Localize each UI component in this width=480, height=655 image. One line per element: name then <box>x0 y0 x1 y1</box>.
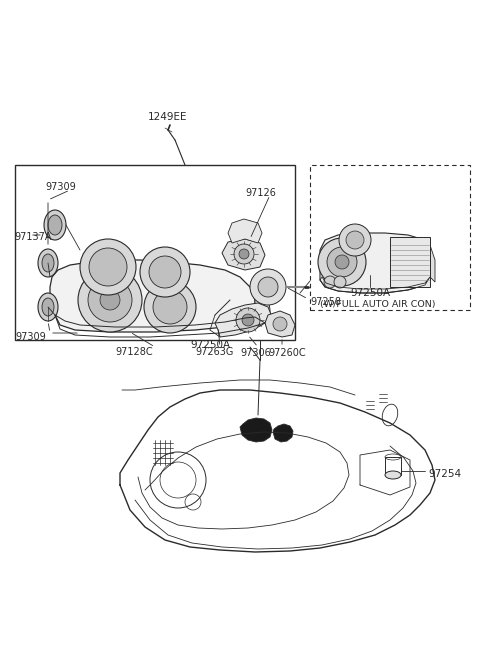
Circle shape <box>334 276 346 288</box>
Text: 97309: 97309 <box>15 332 46 342</box>
Polygon shape <box>215 303 272 337</box>
Ellipse shape <box>44 210 66 240</box>
Circle shape <box>250 269 286 305</box>
Circle shape <box>236 308 260 332</box>
Circle shape <box>339 224 371 256</box>
Text: 1249EE: 1249EE <box>148 112 188 122</box>
Ellipse shape <box>42 254 54 272</box>
Ellipse shape <box>385 471 401 479</box>
Polygon shape <box>273 424 293 442</box>
Polygon shape <box>255 275 270 327</box>
Circle shape <box>89 248 127 286</box>
Text: 97263G: 97263G <box>195 347 233 357</box>
Bar <box>385 457 401 475</box>
Ellipse shape <box>38 249 58 277</box>
Text: 97306: 97306 <box>240 348 271 358</box>
Polygon shape <box>228 219 262 243</box>
Text: 97250A: 97250A <box>350 288 390 298</box>
Bar <box>390 237 430 287</box>
Polygon shape <box>222 239 265 270</box>
Polygon shape <box>50 260 255 332</box>
Text: 97254: 97254 <box>428 469 461 479</box>
Circle shape <box>324 276 336 288</box>
Circle shape <box>346 231 364 249</box>
Circle shape <box>273 317 287 331</box>
Circle shape <box>234 244 254 264</box>
Circle shape <box>335 255 349 269</box>
Circle shape <box>239 249 249 259</box>
Text: (W/FULL AUTO AIR CON): (W/FULL AUTO AIR CON) <box>320 301 435 310</box>
Polygon shape <box>265 311 295 337</box>
Text: 97258: 97258 <box>310 297 341 307</box>
Circle shape <box>327 247 357 277</box>
Circle shape <box>88 278 132 322</box>
Ellipse shape <box>42 298 54 316</box>
Polygon shape <box>240 418 272 442</box>
Ellipse shape <box>38 293 58 321</box>
Circle shape <box>153 290 187 324</box>
Bar <box>15 165 295 340</box>
Circle shape <box>140 247 190 297</box>
Circle shape <box>144 281 196 333</box>
Polygon shape <box>320 233 430 293</box>
Circle shape <box>258 277 278 297</box>
Circle shape <box>100 290 120 310</box>
Text: 97309: 97309 <box>45 182 76 192</box>
Text: 97126: 97126 <box>245 188 276 198</box>
Circle shape <box>78 268 142 332</box>
Circle shape <box>80 239 136 295</box>
Circle shape <box>149 256 181 288</box>
Text: 97128C: 97128C <box>115 347 153 357</box>
Text: 97250A: 97250A <box>190 340 230 350</box>
Text: 97137A: 97137A <box>14 232 51 242</box>
Circle shape <box>242 314 254 326</box>
Circle shape <box>318 238 366 286</box>
Polygon shape <box>430 245 435 282</box>
Text: 97260C: 97260C <box>268 348 306 358</box>
Bar <box>310 165 470 310</box>
Ellipse shape <box>48 215 62 235</box>
